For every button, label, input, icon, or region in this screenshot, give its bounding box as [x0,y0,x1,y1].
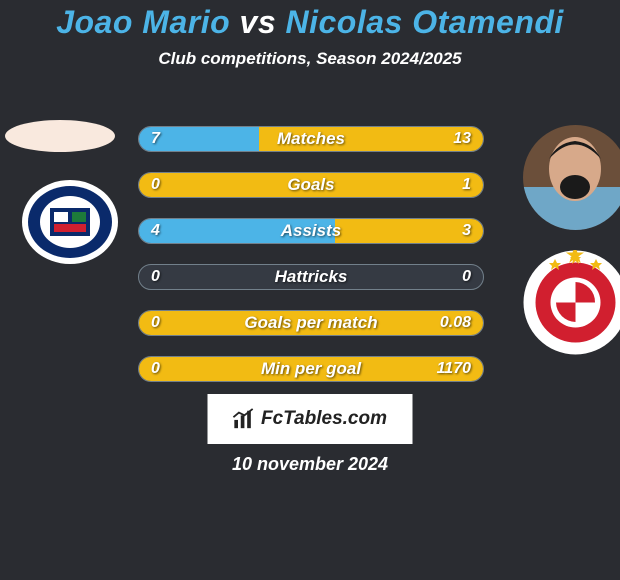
date-text: 10 november 2024 [0,454,620,475]
subtitle: Club competitions, Season 2024/2025 [0,49,620,69]
player2-club-logo [523,250,620,355]
stat-row: 43Assists [138,218,484,244]
stat-label: Matches [139,127,483,151]
stat-row: 00.08Goals per match [138,310,484,336]
player1-club-logo [20,178,120,265]
stat-label: Goals per match [139,311,483,335]
stats-bars: 713Matches 01Goals 43Assists 00Hattricks 00.… [138,126,484,402]
content: Joao Mario vs Nicolas Otamendi Club comp… [0,0,620,69]
stat-row: 01Goals [138,172,484,198]
page-title: Joao Mario vs Nicolas Otamendi [0,4,620,41]
stat-row: 00Hattricks [138,264,484,290]
stat-row: 01170Min per goal [138,356,484,382]
stat-label: Hattricks [139,265,483,289]
stat-label: Min per goal [139,357,483,381]
chart-icon [233,408,255,430]
title-player2: Nicolas Otamendi [286,4,564,40]
stat-label: Assists [139,219,483,243]
player2-avatar [523,125,620,230]
player1-avatar [5,120,115,152]
title-player1: Joao Mario [56,4,230,40]
brand-text: FcTables.com [261,408,387,430]
title-vs: vs [230,4,285,40]
stat-row: 713Matches [138,126,484,152]
stat-label: Goals [139,173,483,197]
brand-badge: FcTables.com [208,394,413,444]
